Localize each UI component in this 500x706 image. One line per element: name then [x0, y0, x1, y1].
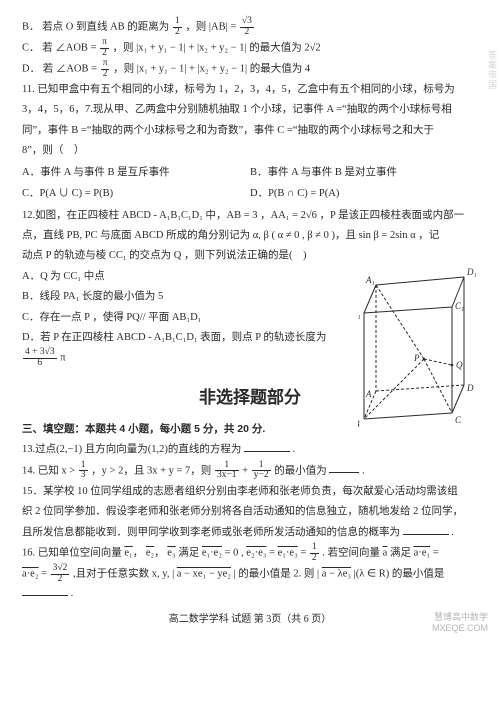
q11-b: B．事件 A 与事件 B 是对立事件	[250, 163, 478, 182]
q12-l2: 点，直线 PB, PC 与底面 ABCD 所成的角分别记为 α, β ( α ≠…	[22, 226, 478, 245]
q12-frac-val: 4 + 3√36	[23, 348, 57, 368]
svg-text:B: B	[358, 419, 360, 429]
svg-text:D: D	[466, 383, 474, 393]
vec-e2: e₂	[146, 547, 154, 558]
q16-p1: 16. 已知单位空间向量	[22, 547, 122, 558]
svg-text:A: A	[365, 389, 372, 399]
q16-half: 12	[310, 543, 319, 563]
q16-l1: 16. 已知单位空间向量 e₁， e₂， e₃ 满足 e₁·e₂ = 0 , e…	[22, 543, 478, 563]
q11-l1: 11. 已知甲盒中有五个相同的小球，标号为 1，2，3，4，5，乙盒中有五个相同…	[22, 80, 478, 99]
q14-f3: 1y−2	[252, 461, 271, 481]
opt-b-t2: ，则 |AB| =	[185, 21, 236, 32]
q12-a: A．Q 为 CC₁ 中点	[22, 267, 348, 286]
q14-end: .	[362, 465, 365, 476]
svg-text:P: P	[413, 353, 420, 363]
q14-t2: ，y > 2，且 3x + y = 7，则	[91, 465, 211, 476]
q11-l3: 同”，事件 B =“抽取的两个小球标号之和为奇数”，事件 C =“抽取的两个小球…	[22, 121, 478, 140]
q12-d: D．若 P 在正四棱柱 ABCD - A₁B₁C₁D₁ 表面，则点 P 的轨迹长…	[22, 328, 348, 347]
q13: 13.过点(2,−1) 且方向向量为(1,2)的直线的方程为 .	[22, 440, 478, 459]
opt-d-prefix: D．	[22, 63, 40, 74]
opt-d-t1: 若 ∠AOB =	[43, 63, 97, 74]
vec-e3: e₃	[167, 547, 175, 558]
svg-text:B₁: B₁	[358, 309, 361, 319]
opt-c-frac: π2	[100, 38, 109, 58]
q14: 14. 已知 x > 13 ，y > 2，且 3x + y = 7，则 13x−…	[22, 461, 478, 481]
opt-c-t2: ，则 |x₁ + y₁ − 1| + |x₂ + y₂ − 1| 的最大值为 2…	[113, 42, 321, 53]
q16-f32: 3√22	[51, 564, 70, 584]
svg-text:Q: Q	[456, 360, 463, 370]
q14-f1: 13	[79, 461, 88, 481]
q15-l3: 且所发信息都能收到．则甲同学收到李老师或张老师所发活动通知的信息的概率为 .	[22, 523, 478, 542]
q11-a: A．事件 A 与事件 B 是互斥事件	[22, 163, 250, 182]
vec-a: a	[383, 547, 388, 558]
q13-blank[interactable]	[244, 442, 290, 452]
q12-options: A．Q 为 CC₁ 中点 B．线段 PA₁ 长度的最小值为 5 C．存在一点 P…	[22, 267, 348, 369]
q15-blank[interactable]	[403, 524, 449, 534]
q14-f2: 13x−1	[215, 461, 239, 481]
svg-text:A₁: A₁	[365, 275, 375, 285]
q13-end: .	[293, 444, 296, 455]
q15-l3-text: 且所发信息都能收到．则甲同学收到李老师或张老师所发活动通知的信息的概率为	[22, 527, 400, 538]
q11-opts: A．事件 A 与事件 B 是互斥事件 B．事件 A 与事件 B 是对立事件 C．…	[22, 162, 478, 205]
side-watermark: 答案帝国	[482, 50, 500, 90]
q12-c: C．存在一点 P ，使得 PQ// 平面 AB₁D₁	[22, 308, 348, 327]
watermark: 慧博高中数学 MXEQE.COM	[432, 612, 488, 634]
opt-b-frac1: 12	[173, 17, 182, 37]
q11-l2: 3，4，5，6，7.现从甲、乙两盒中分别随机抽取 1 个小球，记事件 A =“抽…	[22, 100, 478, 119]
q14-plus: +	[242, 465, 248, 476]
page: 答案帝国 B． 若点 O 到直线 AB 的距离为 12 ，则 |AB| = √3…	[0, 0, 500, 640]
q12-l1: 12.如图，在正四棱柱 ABCD - A₁B₁C₁D₁ 中，AB = 3 ，AA…	[22, 206, 478, 225]
q15-end: .	[451, 527, 454, 538]
q12-pi: π	[60, 353, 65, 364]
wm-line1: 慧博高中数学	[432, 612, 488, 623]
q14-blank[interactable]	[329, 463, 359, 473]
opt-b-frac2: √32	[240, 17, 254, 37]
q11-c: C．P(A ∪ C) = P(B)	[22, 184, 250, 203]
q13-text: 13.过点(2,−1) 且方向向量为(1,2)的直线的方程为	[22, 444, 241, 455]
q12-b: B．线段 PA₁ 长度的最小值为 5	[22, 287, 348, 306]
q14-t3: 的最小值为	[274, 465, 327, 476]
q14-t1: 14. 已知 x >	[22, 465, 75, 476]
opt-c: C． 若 ∠AOB = π2 ，则 |x₁ + y₁ − 1| + |x₂ + …	[22, 38, 478, 58]
prism-figure: A₁ D₁ B₁ C₁ A D B C P Q	[358, 267, 478, 437]
opt-c-prefix: C．	[22, 42, 40, 53]
vec-e1: e₁	[124, 547, 132, 558]
opt-d-t2: ，则 |x₁ + y₁ − 1| + |x₂ + y₂ − 1| 的最大值为 4	[113, 63, 310, 74]
opt-b-t1: 若点 O 到直线 AB 的距离为	[42, 21, 169, 32]
page-footer: 高二数学学科 试题 第 3页（共 6 页）	[22, 611, 478, 630]
svg-text:C₁: C₁	[455, 301, 464, 311]
opt-b: B． 若点 O 到直线 AB 的距离为 12 ，则 |AB| = √32	[22, 17, 478, 37]
q16-l2: a·e₂ = 3√22 ,且对于任意实数 x, y, | a − xe₁ − y…	[22, 564, 478, 603]
opt-b-prefix: B．	[22, 21, 40, 32]
svg-text:D₁: D₁	[466, 267, 477, 277]
wm-line2: MXEQE.COM	[432, 623, 488, 634]
opt-d: D． 若 ∠AOB = π2 ，则 |x₁ + y₁ − 1| + |x₂ + …	[22, 59, 478, 79]
q15-l1: 15．某学校 10 位同学组成的志愿者组织分别由李老师和张老师负责，每次献爱心活…	[22, 482, 478, 501]
q12-area: A．Q 为 CC₁ 中点 B．线段 PA₁ 长度的最小值为 5 C．存在一点 P…	[22, 267, 478, 369]
svg-text:C: C	[455, 415, 462, 425]
q12-frac: 4 + 3√36 π	[22, 348, 348, 368]
q16-blank[interactable]	[22, 586, 68, 596]
opt-c-t1: 若 ∠AOB =	[42, 42, 96, 53]
q15-l2: 织 2 位同学参加．假设李老师和张老师分别将各自活动通知的信息独立，随机地发给 …	[22, 502, 478, 521]
q12-l3: 动点 P 的轨迹与棱 CC₁ 的交点为 Q ，则下列说法正确的是( )	[22, 246, 478, 265]
q11-l4: 8”，则（ ）	[22, 141, 478, 160]
opt-d-frac: π2	[101, 59, 110, 79]
q11-d: D．P(B ∩ C) = P(A)	[250, 184, 478, 203]
